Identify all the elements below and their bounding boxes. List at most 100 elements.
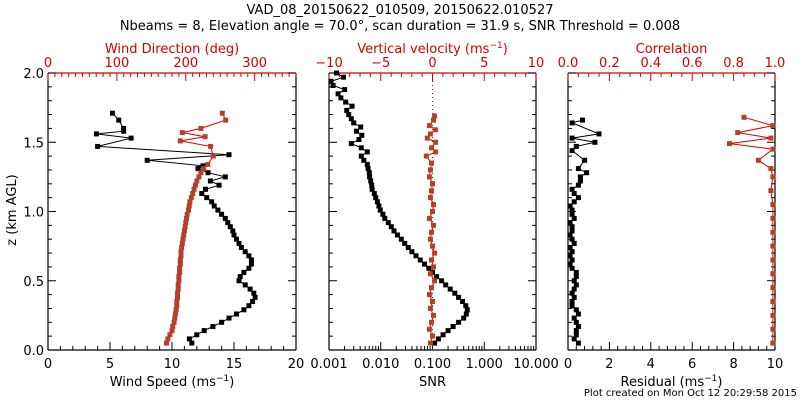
data-point (171, 319, 177, 325)
data-point (175, 294, 180, 300)
x-tick-label: 2 (605, 357, 613, 372)
data-point (121, 125, 127, 131)
data-point (192, 182, 198, 188)
data-point (227, 224, 233, 230)
data-point (464, 307, 470, 313)
data-point (210, 324, 216, 329)
data-point (177, 265, 183, 271)
data-point (234, 311, 239, 317)
data-point (569, 249, 575, 255)
data-point (571, 191, 577, 196)
data-point (432, 113, 438, 119)
data-point (242, 282, 248, 288)
data-point (178, 253, 184, 259)
data-point (144, 157, 150, 163)
title-line1: VAD_08_20150622_010509, 20150622.010527 (247, 3, 554, 18)
data-point (361, 157, 367, 163)
data-point (567, 220, 573, 226)
data-point (741, 114, 747, 120)
x-axis-label-vertical: SNR (419, 375, 446, 390)
data-point (93, 131, 99, 137)
x-tick-label: 0 (564, 357, 572, 372)
data-point (445, 328, 451, 334)
data-point (573, 269, 579, 275)
data-point (182, 224, 188, 230)
data-point (770, 299, 776, 304)
data-point (567, 245, 573, 250)
data-point (164, 340, 169, 346)
data-point (432, 340, 438, 346)
data-point (456, 294, 462, 300)
data-point (248, 257, 254, 263)
data-point (430, 181, 435, 187)
data-point (429, 160, 434, 166)
data-point (348, 116, 354, 122)
data-point (180, 236, 186, 242)
data-point (426, 123, 432, 129)
data-point (189, 340, 195, 346)
data-point (567, 232, 573, 238)
data-point (770, 312, 776, 318)
x2-tick-label: 0.2 (599, 56, 620, 71)
data-point (569, 228, 575, 234)
series-line-snr (330, 72, 468, 344)
x-axis-label-wind: Wind Speed (ms−1) (110, 374, 235, 390)
data-point (422, 261, 427, 267)
data-point (186, 336, 192, 342)
data-point (340, 74, 346, 80)
x2-axis-label-residual: Correlation (636, 42, 708, 57)
data-point (596, 131, 602, 137)
x2-tick-label: 5 (480, 56, 488, 71)
data-point (173, 307, 179, 313)
data-point (200, 163, 206, 169)
data-point (426, 326, 432, 332)
data-point (569, 207, 575, 213)
data-point (198, 125, 204, 131)
data-point (398, 236, 404, 242)
data-point (222, 215, 228, 221)
data-point (569, 299, 575, 304)
data-point (577, 178, 583, 184)
data-point (364, 161, 370, 167)
data-point (575, 166, 581, 172)
data-point (433, 127, 439, 133)
data-point (430, 243, 435, 249)
footer-timestamp: Plot created on Mon Oct 12 20:29:58 2015 (584, 388, 797, 399)
data-point (571, 278, 577, 284)
data-point (205, 170, 211, 176)
data-point (770, 146, 776, 152)
data-point (211, 203, 217, 209)
data-point (427, 131, 433, 137)
data-point (405, 245, 411, 250)
data-point (584, 170, 590, 176)
data-point (207, 178, 213, 184)
data-point (768, 188, 774, 194)
data-point (567, 203, 573, 209)
data-point (210, 153, 216, 159)
x-tick-label: 0.010 (362, 357, 399, 372)
data-point (172, 315, 178, 321)
data-point (450, 324, 456, 329)
data-point (179, 245, 185, 250)
x-tick-label: 10 (164, 357, 181, 372)
data-point (246, 303, 252, 309)
title-line2: Nbeams = 8, Elevation angle = 70.0°, sca… (120, 19, 680, 34)
data-point (770, 340, 776, 346)
data-point (452, 290, 458, 296)
data-point (571, 286, 577, 292)
data-point (165, 336, 171, 342)
data-point (186, 207, 191, 213)
data-point (571, 294, 577, 300)
data-point (348, 141, 354, 147)
data-point (582, 157, 588, 163)
data-point (335, 91, 341, 97)
data-point (433, 149, 439, 155)
data-point (569, 120, 575, 126)
x2-tick-label: 300 (242, 56, 267, 71)
y-tick-label: 2.0 (23, 67, 44, 82)
data-point (569, 257, 575, 263)
data-point (177, 257, 183, 263)
data-point (121, 128, 127, 134)
x2-tick-label: 200 (173, 56, 198, 71)
data-point (571, 336, 577, 342)
